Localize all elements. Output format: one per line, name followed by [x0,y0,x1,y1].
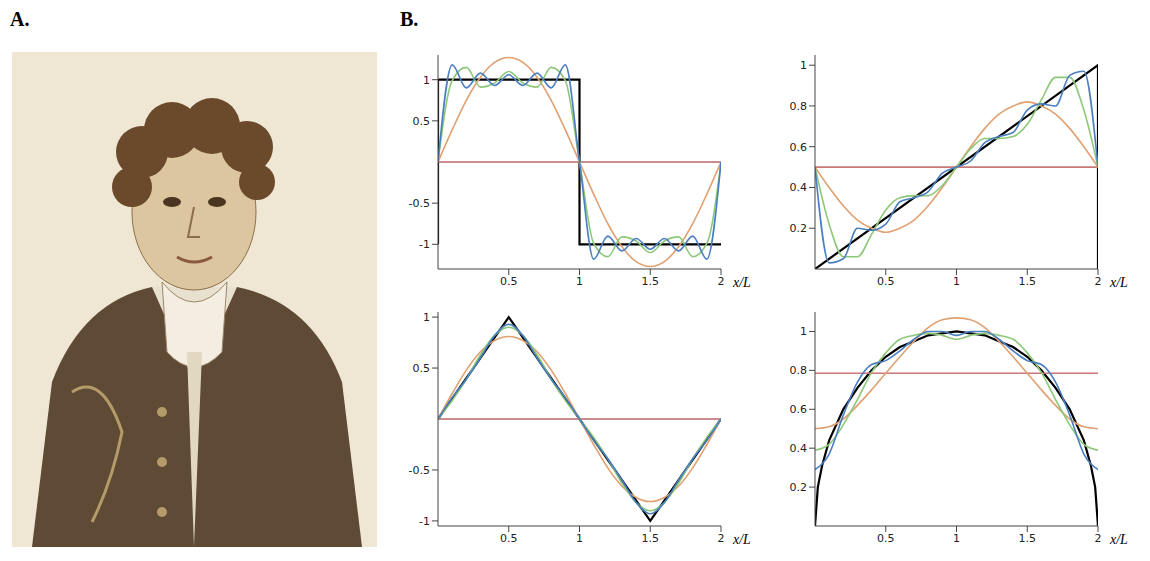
svg-text:1: 1 [576,275,583,288]
svg-text:1: 1 [576,532,583,545]
svg-text:2: 2 [718,532,725,545]
svg-text:1: 1 [423,311,430,324]
svg-text:-0.5: -0.5 [409,197,430,210]
svg-text:0.6: 0.6 [790,403,808,416]
svg-text:2: 2 [718,275,725,288]
html-text:B.: B. [400,8,419,30]
svg-text:-0.5: -0.5 [409,464,430,477]
svg-text:-1: -1 [419,238,430,251]
svg-text:0.4: 0.4 [790,181,808,194]
svg-text:0.6: 0.6 [790,141,808,154]
svg-text:1.5: 1.5 [1019,532,1037,545]
svg-text:0.5: 0.5 [413,115,431,128]
svg-text:0.5: 0.5 [413,362,431,375]
svg-text:x/L: x/L [1109,532,1128,547]
svg-text:x/L: x/L [1109,275,1128,290]
svg-text:1: 1 [953,275,960,288]
svg-text:x/L: x/L [732,275,751,290]
svg-text:1.5: 1.5 [1019,275,1037,288]
svg-text:1: 1 [800,325,807,338]
svg-text:1.5: 1.5 [642,275,660,288]
html-text:A.: A. [10,8,30,30]
svg-text:0.2: 0.2 [790,481,808,494]
svg-text:0.8: 0.8 [790,100,808,113]
svg-text:0.5: 0.5 [500,275,518,288]
svg-text:0.5: 0.5 [500,532,518,545]
svg-text:1: 1 [800,59,807,72]
svg-text:1: 1 [953,532,960,545]
svg-text:0.4: 0.4 [790,442,808,455]
svg-text:0.5: 0.5 [877,275,895,288]
svg-text:1.5: 1.5 [642,532,660,545]
svg-text:0.5: 0.5 [877,532,895,545]
svg-text:2: 2 [1095,275,1102,288]
svg-text:-1: -1 [419,515,430,528]
svg-text:0.2: 0.2 [790,222,808,235]
svg-text:1: 1 [423,74,430,87]
svg-text:2: 2 [1095,532,1102,545]
svg-text:x/L: x/L [732,532,751,547]
svg-text:0.8: 0.8 [790,364,808,377]
